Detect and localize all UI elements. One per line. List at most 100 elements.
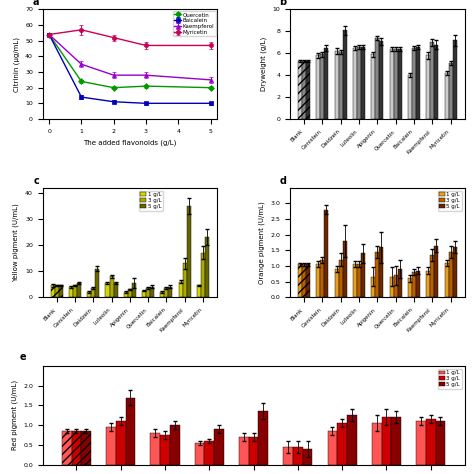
Legend: 1 g/L, 3 g/L, 5 g/L: 1 g/L, 3 g/L, 5 g/L <box>438 191 462 210</box>
Bar <box>361 47 365 119</box>
Text: e: e <box>19 352 26 362</box>
Bar <box>317 264 320 297</box>
Bar <box>375 252 379 297</box>
Bar <box>430 42 434 119</box>
Bar <box>195 443 204 465</box>
Bar <box>343 30 347 119</box>
Bar <box>371 277 375 297</box>
Bar <box>298 61 302 119</box>
Bar <box>142 291 146 297</box>
Bar <box>182 264 187 297</box>
Bar <box>303 449 312 465</box>
Bar <box>55 285 59 297</box>
Bar <box>379 41 383 119</box>
Bar <box>249 437 258 465</box>
Bar <box>146 288 150 297</box>
Bar <box>87 292 91 297</box>
Bar <box>430 255 434 297</box>
Text: a: a <box>33 0 39 7</box>
Bar <box>436 421 446 465</box>
Text: b: b <box>280 0 287 7</box>
Bar <box>392 417 401 465</box>
Bar <box>116 421 126 465</box>
Bar <box>72 431 82 465</box>
Bar <box>328 431 337 465</box>
Bar <box>298 264 302 297</box>
Y-axis label: Red pigment (U/mL): Red pigment (U/mL) <box>11 380 18 450</box>
Bar <box>170 425 180 465</box>
Bar <box>382 417 392 465</box>
Bar <box>62 431 72 465</box>
Bar <box>448 63 453 119</box>
Bar <box>258 411 268 465</box>
Bar <box>106 283 109 297</box>
Bar <box>343 241 347 297</box>
Y-axis label: Citrinin (μg/mL): Citrinin (μg/mL) <box>13 36 19 91</box>
Bar <box>150 433 160 465</box>
Bar <box>393 275 398 297</box>
Bar <box>293 447 303 465</box>
Bar <box>335 269 339 297</box>
Bar <box>445 73 448 119</box>
Bar <box>109 276 114 297</box>
Bar <box>69 287 73 297</box>
Bar <box>339 52 343 119</box>
Bar <box>179 282 182 297</box>
Bar <box>168 287 173 297</box>
Y-axis label: Orange pigment (U/mL): Orange pigment (U/mL) <box>258 201 265 284</box>
Bar <box>416 421 426 465</box>
Bar <box>124 292 128 297</box>
Bar <box>306 61 310 119</box>
Bar <box>372 423 382 465</box>
Bar <box>197 285 201 297</box>
Bar <box>426 55 430 119</box>
Bar <box>361 254 365 297</box>
Bar <box>91 288 95 297</box>
Bar <box>160 292 164 297</box>
Bar <box>128 290 132 297</box>
Bar <box>353 264 357 297</box>
Y-axis label: Dryweight (g/L): Dryweight (g/L) <box>261 37 267 91</box>
Bar <box>347 415 357 465</box>
Bar <box>416 271 420 297</box>
Bar <box>95 269 99 297</box>
Bar <box>201 253 205 297</box>
Bar <box>82 431 91 465</box>
Bar <box>126 398 136 465</box>
Bar <box>448 252 453 297</box>
Bar <box>337 423 347 465</box>
Bar <box>214 429 224 465</box>
Bar <box>306 264 310 297</box>
Bar <box>434 45 438 119</box>
Legend: 1 g/L, 3 g/L, 5 g/L: 1 g/L, 3 g/L, 5 g/L <box>438 369 462 389</box>
Bar <box>353 48 357 119</box>
Bar <box>408 75 412 119</box>
Bar <box>73 285 77 297</box>
Bar <box>59 285 63 297</box>
Bar <box>434 246 438 297</box>
Bar <box>398 269 401 297</box>
Bar <box>204 441 214 465</box>
Bar <box>371 55 375 119</box>
Bar <box>453 40 456 119</box>
Bar <box>320 260 325 297</box>
Bar <box>379 247 383 297</box>
Legend: Quercetin, Baicalein, Kaempferol, Myricetin: Quercetin, Baicalein, Kaempferol, Myrice… <box>173 10 216 36</box>
Bar <box>393 49 398 119</box>
Bar <box>390 49 393 119</box>
Text: c: c <box>34 175 39 185</box>
Bar <box>325 210 328 297</box>
Y-axis label: Yellow pigment (U/mL): Yellow pigment (U/mL) <box>13 203 19 282</box>
Bar <box>335 51 339 119</box>
Bar <box>357 47 361 119</box>
Bar <box>426 271 430 297</box>
X-axis label: The added flavonoids (g/L): The added flavonoids (g/L) <box>83 139 176 146</box>
Bar <box>187 206 191 297</box>
Bar <box>239 437 249 465</box>
Bar <box>445 263 448 297</box>
Bar <box>132 283 136 297</box>
Bar <box>302 264 306 297</box>
Bar <box>164 288 168 297</box>
Bar <box>412 272 416 297</box>
Bar <box>150 287 154 297</box>
